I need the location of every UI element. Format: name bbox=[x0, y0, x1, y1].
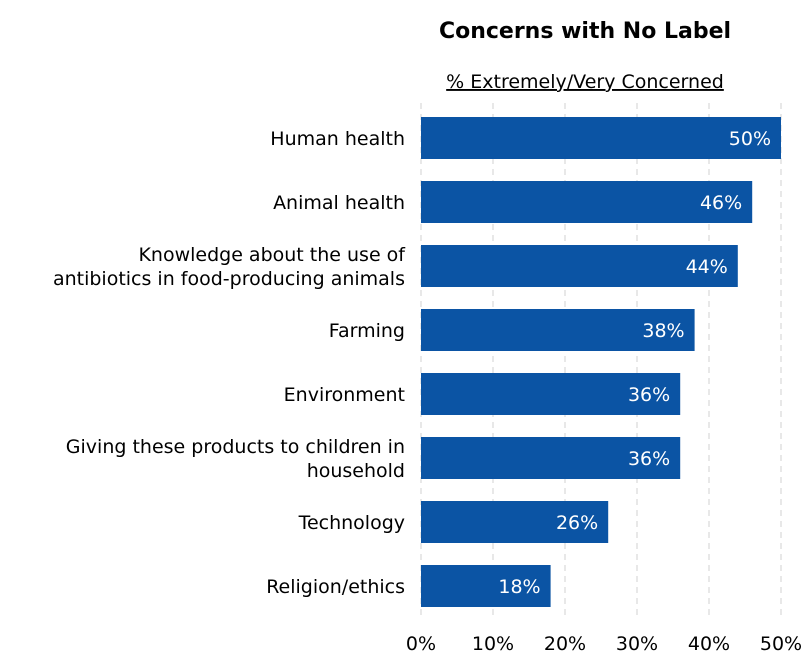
data-label: 26% bbox=[556, 512, 598, 534]
chart-subtitle: % Extremely/Very Concerned bbox=[446, 71, 724, 93]
chart-title: Concerns with No Label bbox=[439, 19, 731, 44]
bar bbox=[421, 565, 551, 607]
data-label: 46% bbox=[700, 192, 742, 214]
category-label: Technology bbox=[298, 512, 405, 534]
category-label: Farming bbox=[329, 320, 405, 342]
x-tick-label: 50% bbox=[760, 633, 802, 655]
x-axis-ticks: 0% 10% 20% 30% 40% 50% bbox=[406, 633, 802, 655]
bar bbox=[421, 245, 738, 287]
category-label: Religion/ethics bbox=[266, 576, 405, 598]
category-label: Animal health bbox=[273, 192, 405, 214]
data-label: 36% bbox=[628, 448, 670, 470]
data-label: 36% bbox=[628, 384, 670, 406]
bar bbox=[421, 181, 753, 223]
x-tick-label: 0% bbox=[406, 633, 436, 655]
bar bbox=[421, 437, 681, 479]
category-label: Human health bbox=[270, 128, 405, 150]
bar bbox=[421, 373, 681, 415]
data-label: 50% bbox=[729, 128, 771, 150]
x-tick-label: 20% bbox=[544, 633, 586, 655]
x-tick-label: 30% bbox=[616, 633, 658, 655]
category-label: Environment bbox=[284, 384, 405, 406]
bar bbox=[421, 309, 695, 351]
category-label: Giving these products to children in hous… bbox=[66, 436, 405, 482]
x-tick-label: 10% bbox=[472, 633, 514, 655]
data-label: 38% bbox=[642, 320, 684, 342]
bar bbox=[421, 501, 609, 543]
bar bbox=[421, 117, 781, 159]
category-labels: Human health Animal health Knowledge about… bbox=[53, 128, 406, 598]
x-tick-label: 40% bbox=[688, 633, 730, 655]
bars: 50% 46% 44% 38% 36% 36% 26% 18% bbox=[421, 117, 781, 607]
category-label: Knowledge about the use of antibiotics in… bbox=[53, 244, 406, 290]
data-label: 44% bbox=[686, 256, 728, 278]
data-label: 18% bbox=[498, 576, 540, 598]
